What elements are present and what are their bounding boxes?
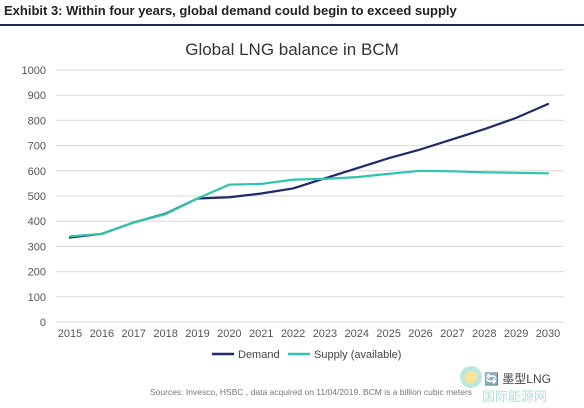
y-tick-label: 300 — [28, 241, 46, 253]
legend: Demand Supply (available) — [212, 349, 401, 361]
x-tick-label: 2030 — [536, 328, 560, 340]
title-rule — [0, 24, 584, 26]
watermark-sun-icon — [460, 366, 482, 388]
x-tick-label: 2019 — [185, 328, 209, 340]
x-tick-label: 2022 — [281, 328, 305, 340]
series-lines — [68, 102, 550, 239]
x-tick-label: 2018 — [153, 328, 177, 340]
x-tick-label: 2025 — [376, 328, 400, 340]
y-tick-label: 0 — [40, 317, 46, 329]
x-tick-label: 2017 — [121, 328, 145, 340]
x-tick-labels: 2015 2016 2017 2018 2019 2020 2021 2022 2023 2024… — [58, 328, 560, 340]
y-tick-label: 700 — [28, 141, 46, 153]
y-tick-label: 400 — [28, 216, 46, 228]
x-tick-label: 2027 — [440, 328, 464, 340]
y-tick-label: 600 — [28, 166, 46, 178]
x-tick-label: 2015 — [58, 328, 82, 340]
watermark-logo: 🔄 墨型LNG 国际能源网 — [460, 364, 584, 408]
y-tick-label: 500 — [28, 191, 46, 203]
y-tick-label: 900 — [28, 90, 46, 102]
x-tick-label: 2026 — [408, 328, 432, 340]
x-tick-label: 2029 — [504, 328, 528, 340]
legend-label: Demand — [238, 349, 280, 361]
x-tick-label: 2016 — [90, 328, 114, 340]
x-tick-label: 2028 — [472, 328, 496, 340]
chart-title: Global LNG balance in BCM — [185, 40, 399, 59]
x-tick-label: 2023 — [313, 328, 337, 340]
x-tick-label: 2020 — [217, 328, 241, 340]
y-tick-labels: 0 100 200 300 400 500 600 700 800 900 1000 — [22, 65, 46, 329]
watermark-line-2: 国际能源网 — [482, 389, 548, 404]
y-tick-label: 800 — [28, 115, 46, 127]
grid-lines — [56, 69, 564, 323]
x-tick-label: 2024 — [345, 328, 369, 340]
y-tick-label: 100 — [28, 292, 46, 304]
exhibit-title: Exhibit 3: Within four years, global dem… — [4, 3, 457, 18]
source-note: Sources: Invesco, HSBC , data acquired o… — [150, 387, 473, 397]
x-tick-label: 2021 — [249, 328, 273, 340]
series-line-supply-available — [68, 169, 550, 238]
watermark-line-1: 🔄 墨型LNG — [484, 372, 551, 386]
y-tick-label: 1000 — [22, 65, 46, 77]
y-tick-label: 200 — [28, 267, 46, 279]
legend-label: Supply (available) — [314, 349, 401, 361]
